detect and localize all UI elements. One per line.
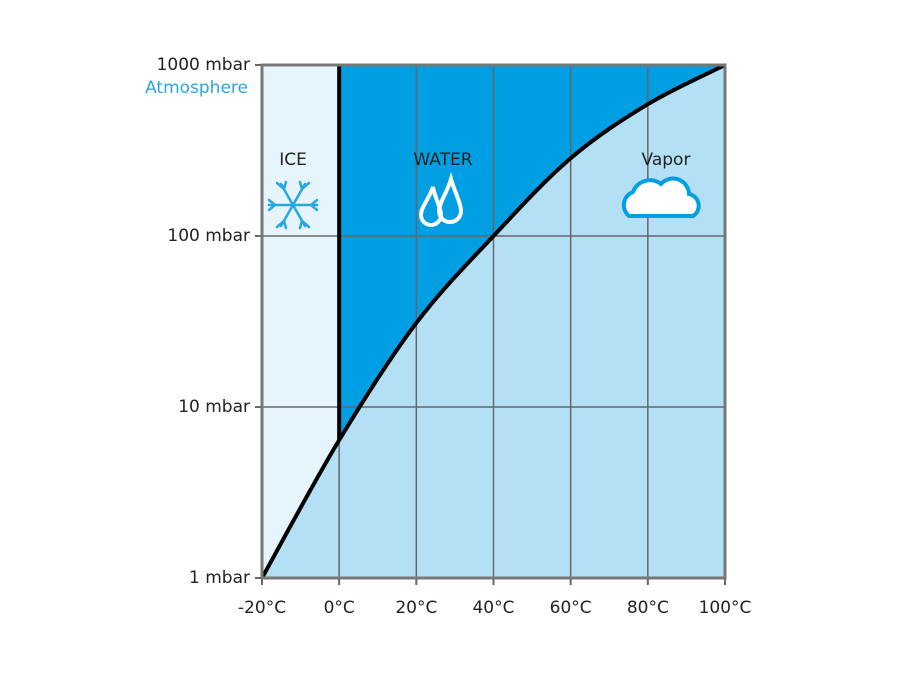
y-tick-label: 10 mbar: [178, 397, 250, 417]
water-label: WATER: [413, 150, 472, 170]
y-tick-label: 100 mbar: [167, 226, 250, 246]
vapor-label: Vapor: [642, 150, 691, 170]
plot-frame: [260, 63, 727, 580]
x-tick-label: 0°C: [324, 598, 355, 618]
snowflake-icon: [267, 180, 319, 230]
drops-icon: [418, 171, 464, 227]
y-tick-label: 1000 mbar: [157, 55, 250, 75]
vapor-pressure-curve: [260, 63, 726, 579]
ice-label: ICE: [279, 150, 307, 170]
x-tick-label: -20°C: [238, 598, 286, 618]
cloud-icon: [621, 176, 701, 218]
atmosphere-label: Atmosphere: [145, 78, 248, 98]
x-tick-label: 40°C: [472, 598, 514, 618]
y-tick-label: 1 mbar: [189, 568, 250, 588]
x-tick-label: 80°C: [627, 598, 669, 618]
water-region: [339, 65, 725, 441]
x-tick-label: 100°C: [699, 598, 752, 618]
icons: [267, 171, 701, 230]
x-tick-label: 20°C: [395, 598, 437, 618]
x-tick-label: 60°C: [550, 598, 592, 618]
